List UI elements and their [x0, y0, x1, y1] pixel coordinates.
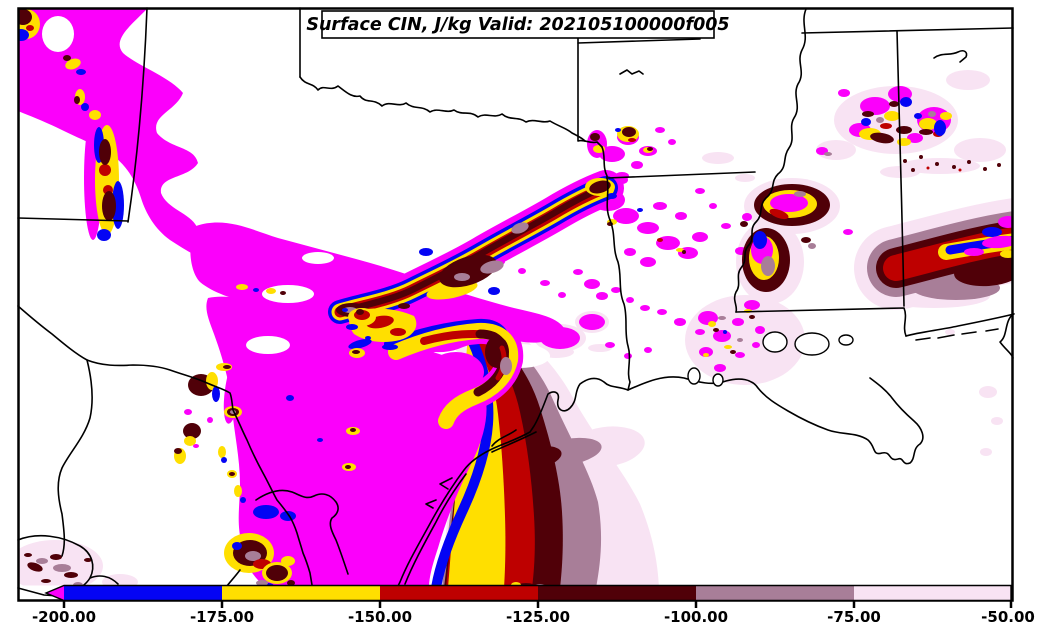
tn-river-squiggle [933, 50, 968, 63]
colorbar-tick-label: -200.00 [32, 608, 96, 626]
colorbar-outline [44, 584, 1012, 602]
title-box: Surface CIN, J/kg Valid: 202105100000f00… [306, 10, 730, 39]
colorbar-segment-mauve [696, 585, 854, 601]
grand-lake [712, 373, 724, 387]
tx-barrier-islands [404, 431, 537, 585]
mx-state-line-1 [57, 359, 93, 557]
ar-la-border [606, 171, 756, 179]
corpus-christi-bay [439, 477, 453, 490]
sabine-river-border [606, 177, 631, 391]
colorbar-segment-blue [64, 585, 222, 601]
tx-coast [395, 377, 629, 591]
ar-la-specks [607, 126, 755, 357]
calcasieu-lake [687, 367, 701, 385]
colorbar-tick-label: -100.00 [664, 608, 728, 626]
matagorda-bay [491, 429, 517, 447]
colorbar-arrow-magenta [46, 585, 64, 601]
colorbar-tick-labels: -200.00 -175.00 -150.00 -125.00 -100.00 … [32, 608, 1035, 626]
mexico-specks [24, 553, 92, 586]
tx-ar-border [601, 146, 608, 179]
tn-border [801, 27, 1014, 34]
mo-ar-border [577, 38, 701, 44]
colorbar-tick-label: -125.00 [506, 608, 570, 626]
mx-state-line-4 [255, 489, 349, 575]
nm-tx-border [127, 7, 148, 223]
colorbar-segment-maroon [538, 585, 696, 601]
rio-grande-clusters [174, 284, 323, 521]
hill-country-bits [342, 308, 376, 471]
colorbar-segment-red [380, 585, 538, 601]
lake-borgne [838, 334, 854, 346]
colorbar-segment-pink [854, 585, 1011, 601]
title-box-border [321, 10, 715, 39]
lake-maurepas [762, 331, 788, 353]
ms-west-rings [740, 184, 830, 292]
mississippi-river [733, 8, 807, 313]
mx-state-line-3 [89, 575, 119, 585]
colorbar: -200.00 -175.00 -150.00 -125.00 -100.00 … [32, 584, 1035, 626]
map-boundaries [17, 7, 1015, 597]
barrier-islands [915, 328, 999, 341]
colorbar-segment-gold [222, 585, 380, 601]
contour-field [19, 9, 1012, 586]
ms-coast [905, 313, 1015, 337]
map-title: Surface CIN, J/kg Valid: 202105100000f00… [306, 15, 729, 35]
ok-river-squiggle [619, 69, 644, 75]
colorbar-tick-label: -50.00 [981, 608, 1035, 626]
squall-line-band [322, 133, 624, 330]
north-ms-al-cluster [824, 97, 1001, 172]
colorbar-tick-label: -175.00 [190, 608, 254, 626]
rio-grande [17, 305, 313, 586]
baffin-bay [425, 499, 437, 509]
lake-pontchartrain [794, 332, 830, 356]
corner-cluster [19, 9, 89, 111]
la-coast-delta [627, 376, 924, 465]
ms-al-border [896, 30, 905, 307]
red-river-border [299, 76, 586, 142]
colorbar-tick-label: -75.00 [827, 608, 881, 626]
nm-border-cluster [84, 110, 124, 241]
colorbar-ticks [62, 600, 1013, 608]
brownsville-cluster [224, 533, 546, 586]
mobile-bay [999, 313, 1014, 359]
ok-ar-border [577, 35, 603, 148]
nm-south-border [17, 217, 129, 222]
la-ms-border [735, 307, 907, 337]
colorbar-tick-label: -150.00 [348, 608, 412, 626]
